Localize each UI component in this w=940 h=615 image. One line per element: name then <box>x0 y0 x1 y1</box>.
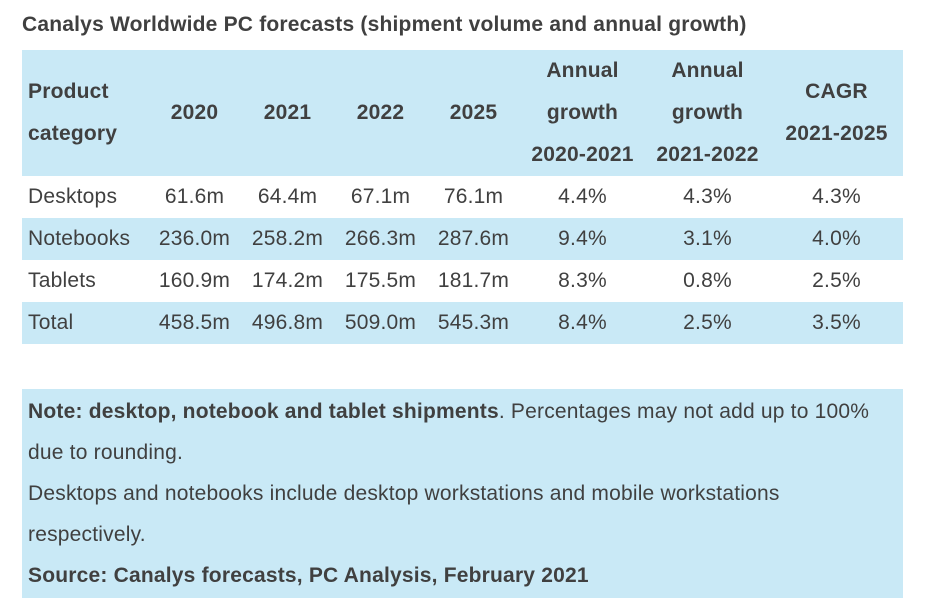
table-cell: 2.5% <box>812 269 861 292</box>
table-row-desktops: Desktops 61.6m 64.4m 67.1m 76.1m 4.4% 4.… <box>22 176 903 218</box>
table-cell: 2.5% <box>683 311 732 334</box>
column-header-2022: 2022 <box>334 50 427 176</box>
table-cell: 545.3m <box>437 311 510 334</box>
table-row-notebooks: Notebooks 236.0m 258.2m 266.3m 287.6m 9.… <box>22 218 903 260</box>
table-cell: 8.4% <box>558 311 607 334</box>
table-cell: 509.0m <box>344 311 417 334</box>
column-header-2025: 2025 <box>427 50 520 176</box>
table-cell: 61.6m <box>164 185 225 208</box>
table-cell: 266.3m <box>344 227 417 250</box>
column-header-2020: 2020 <box>148 50 241 176</box>
table-cell: Notebooks <box>28 227 131 250</box>
table-cell: 67.1m <box>350 185 411 208</box>
column-header-annual-growth-2020-2021: Annual growth 2020-2021 <box>520 50 645 176</box>
forecast-table: Product category 2020 2021 2022 2025 Ann… <box>22 50 903 344</box>
source-line: Source: Canalys forecasts, PC Analysis, … <box>28 564 589 587</box>
table-cell: 3.1% <box>683 227 732 250</box>
column-header-product-category: Product category <box>22 50 148 176</box>
note-paragraph-shipments: Note: desktop, notebook and tablet shipm… <box>28 391 895 473</box>
table-cell: 458.5m <box>158 311 231 334</box>
table-cell: Tablets <box>28 269 96 292</box>
table-cell: Total <box>28 311 74 334</box>
note-rest: . Percentages may not add up to 100% due… <box>28 400 870 464</box>
table-cell: 64.4m <box>257 185 318 208</box>
note-bold-lead: Note: desktop, notebook and tablet shipm… <box>28 400 499 423</box>
table-cell: 76.1m <box>443 185 504 208</box>
column-header-annual-growth-2021-2022: Annual growth 2021-2022 <box>645 50 770 176</box>
table-cell: 175.5m <box>344 269 417 292</box>
table-cell: Desktops <box>28 185 118 208</box>
table-header-row: Product category 2020 2021 2022 2025 Ann… <box>22 50 903 176</box>
table-cell: 258.2m <box>251 227 324 250</box>
page-title: Canalys Worldwide PC forecasts (shipment… <box>22 13 747 36</box>
table-cell: 9.4% <box>558 227 607 250</box>
page: Canalys Worldwide PC forecasts (shipment… <box>22 13 903 598</box>
table-cell: 4.0% <box>812 227 861 250</box>
table-row-tablets: Tablets 160.9m 174.2m 175.5m 181.7m 8.3%… <box>22 260 903 302</box>
table-cell: 4.4% <box>558 185 607 208</box>
table-cell: 174.2m <box>251 269 324 292</box>
table-cell: 496.8m <box>251 311 324 334</box>
table-cell: 181.7m <box>437 269 510 292</box>
table-cell: 8.3% <box>558 269 607 292</box>
column-header-cagr-2021-2025: CAGR 2021-2025 <box>770 50 903 176</box>
table-cell: 4.3% <box>683 185 732 208</box>
table-cell: 4.3% <box>812 185 861 208</box>
table-row-total: Total 458.5m 496.8m 509.0m 545.3m 8.4% 2… <box>22 302 903 344</box>
table-cell: 287.6m <box>437 227 510 250</box>
table-cell: 160.9m <box>158 269 231 292</box>
table-cell: 3.5% <box>812 311 861 334</box>
note-paragraph-workstations: Desktops and notebooks include desktop w… <box>28 482 780 546</box>
column-header-2021: 2021 <box>241 50 334 176</box>
note-box: Note: desktop, notebook and tablet shipm… <box>22 389 903 598</box>
table-cell: 0.8% <box>683 269 732 292</box>
table-cell: 236.0m <box>158 227 231 250</box>
